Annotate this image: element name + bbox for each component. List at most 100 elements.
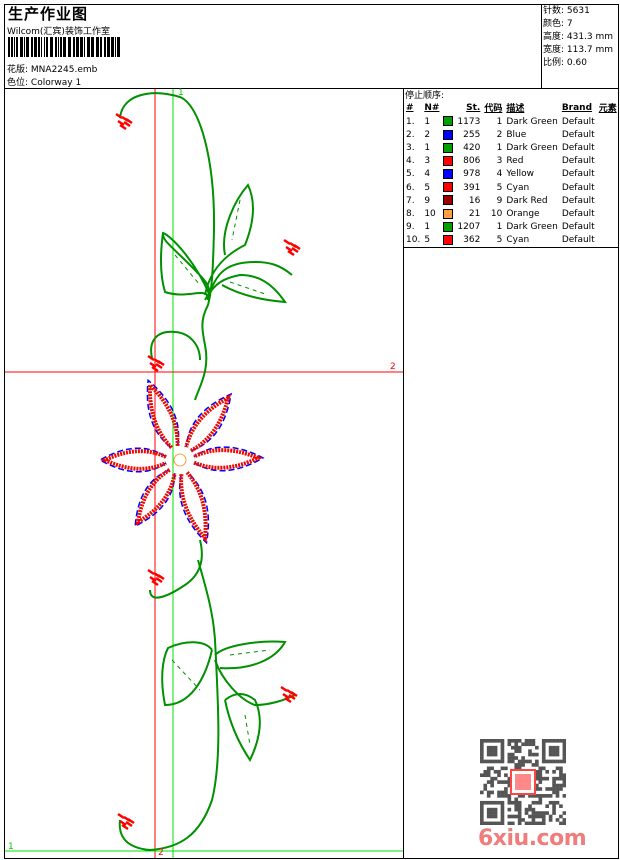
qr-module	[548, 759, 553, 764]
qr-module	[500, 794, 505, 798]
qr-module	[490, 800, 494, 805]
column-header: N#	[424, 102, 440, 113]
row-index: 1.	[406, 116, 415, 127]
qr-module	[504, 773, 508, 778]
table-row[interactable]: 1. 1 1173 1 Dark Green Default	[404, 115, 619, 128]
table-row[interactable]: 3. 1 420 1 Dark Green Default	[404, 141, 619, 154]
petal-underlay	[185, 397, 229, 452]
qr-module	[548, 739, 553, 743]
qr-module	[486, 800, 491, 805]
table-row[interactable]: 7. 9 16 9 Dark Red Default	[404, 194, 619, 207]
color-code: 4	[496, 169, 503, 180]
qr-module	[538, 794, 543, 798]
stem-path	[161, 231, 211, 297]
info-box: 针数: 5631 颜色: 7 高度: 431.3 mm 宽度: 113.7 mm…	[541, 4, 619, 89]
qr-module	[497, 780, 501, 784]
qr-module	[514, 756, 519, 760]
qr-module	[535, 776, 539, 781]
qr-module	[510, 814, 515, 819]
qr-module	[552, 800, 556, 805]
qr-module	[517, 807, 522, 812]
qr-module	[486, 773, 491, 778]
qr-module	[480, 818, 484, 822]
red-spray	[147, 568, 165, 587]
qr-module	[535, 814, 539, 819]
qr-module	[517, 804, 522, 808]
qr-module	[562, 745, 566, 750]
spray-stitch	[280, 685, 288, 693]
needle-number: 3	[424, 156, 431, 167]
qr-module	[541, 776, 546, 781]
column-header: St.	[466, 102, 481, 113]
qr-module	[538, 766, 543, 771]
color-code: 10	[490, 208, 503, 219]
qr-module	[562, 749, 566, 753]
qr-module	[531, 742, 536, 747]
qr-module	[493, 749, 498, 753]
spray-stitch	[282, 692, 290, 700]
qr-module	[500, 814, 505, 819]
qr-module	[538, 814, 543, 819]
color-description: Dark Green	[506, 116, 558, 127]
qr-module	[535, 794, 539, 798]
barcode-bar	[100, 37, 102, 57]
table-row[interactable]: 9. 1 1207 1 Dark Green Default	[404, 221, 619, 234]
spray-stitch	[125, 820, 133, 828]
red-spray	[147, 354, 165, 373]
spray-stitch	[149, 361, 157, 369]
qr-module	[528, 807, 532, 812]
barcode-bar	[31, 37, 33, 57]
table-row[interactable]: 5. 4 978 4 Yellow Default	[404, 168, 619, 181]
qr-module	[524, 759, 529, 764]
qr-module	[480, 811, 484, 815]
qr-module	[497, 794, 501, 798]
qr-module	[528, 804, 532, 808]
table-row[interactable]: 4. 3 806 3 Red Default	[404, 155, 619, 168]
qr-module	[504, 787, 508, 791]
qr-module	[483, 759, 488, 764]
company-name: Wilcom(汇宾)装饰工作室	[7, 27, 110, 37]
needle-number: 9	[424, 195, 431, 206]
stem-path	[149, 539, 203, 599]
qr-module	[486, 752, 491, 757]
design-height: 高度: 431.3 mm	[543, 32, 614, 42]
qr-module	[528, 749, 532, 753]
qr-module	[555, 759, 560, 764]
qr-module	[555, 752, 560, 757]
qr-module	[531, 763, 536, 767]
qr-module	[517, 800, 522, 805]
qr-module	[517, 811, 522, 815]
qr-module	[535, 783, 539, 788]
qr-module	[507, 780, 512, 784]
color-code: 1	[496, 222, 503, 233]
barcode-bar	[68, 37, 71, 57]
spray-stitch	[285, 245, 293, 253]
qr-module	[483, 739, 488, 743]
barcode-bar	[38, 37, 40, 57]
spray-stitch	[288, 693, 296, 701]
barcode-bar	[117, 37, 120, 57]
divider	[403, 247, 404, 859]
qr-module	[528, 814, 532, 819]
qr-module	[562, 783, 566, 788]
qr-module	[497, 769, 501, 774]
table-row[interactable]: 2. 2 255 2 Blue Default	[404, 128, 619, 141]
qr-module	[517, 763, 522, 767]
qr-module	[500, 811, 505, 815]
qr-module	[555, 787, 560, 791]
qr-module	[517, 749, 522, 753]
qr-module	[507, 776, 512, 781]
column-header: 描述	[506, 104, 525, 114]
qr-module	[541, 739, 546, 743]
qr-module	[538, 773, 543, 778]
qr-module	[535, 773, 539, 778]
table-row[interactable]: 8. 10 21 10 Orange Default	[404, 207, 619, 220]
table-row[interactable]: 6. 5 391 5 Cyan Default	[404, 181, 619, 194]
needle-number: 5	[424, 182, 431, 193]
qr-module	[514, 797, 519, 802]
qr-module	[541, 742, 546, 747]
color-swatch	[441, 155, 455, 168]
qr-module	[552, 807, 556, 812]
qr-module	[538, 776, 543, 781]
table-row[interactable]: 10. 5 362 5 Cyan Default	[404, 234, 619, 247]
